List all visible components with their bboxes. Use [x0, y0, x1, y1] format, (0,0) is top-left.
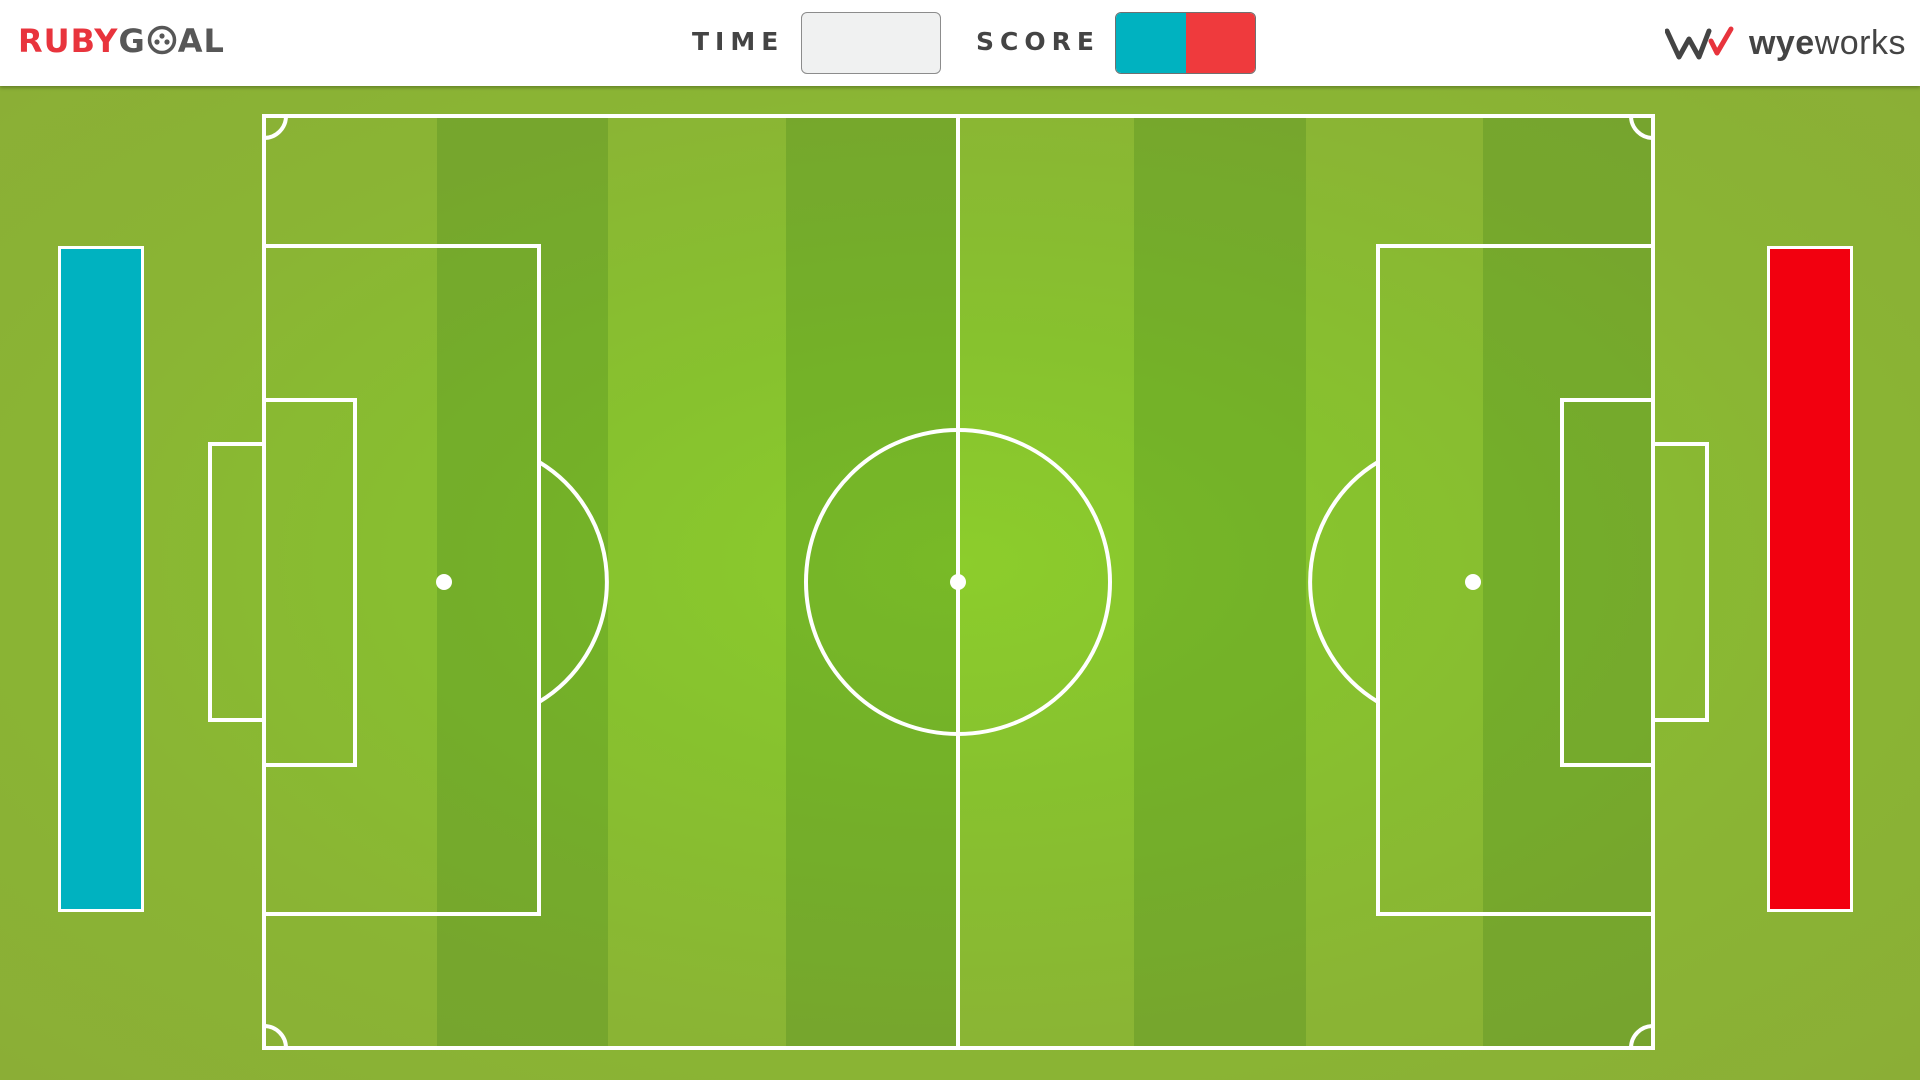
score-display: [1115, 12, 1256, 74]
corner-arc-top-right: [1629, 115, 1654, 140]
pitch-stripe: [786, 116, 958, 1048]
right-penalty-spot: [1465, 574, 1481, 590]
left-penalty-arc: [537, 460, 609, 704]
time-display: [801, 12, 941, 74]
wyeworks-text: wyeworks: [1749, 24, 1906, 63]
center-spot: [950, 574, 966, 590]
score-right-team: [1185, 13, 1255, 73]
wyeworks-text-bold: wye: [1748, 23, 1815, 62]
right-team-panel: [1767, 246, 1853, 912]
corner-arc-bottom-right: [1629, 1024, 1654, 1049]
right-goal-area: [1560, 398, 1655, 767]
left-team-panel: [58, 246, 144, 912]
left-goal-area: [262, 398, 357, 767]
logo-goal-text-al: AL: [177, 22, 225, 60]
pitch-stripe: [1483, 116, 1653, 1048]
soccer-ball-icon: [147, 25, 176, 55]
logo-ruby-text: RUBY: [18, 22, 119, 60]
right-goal: [1651, 442, 1709, 722]
score-label: SCORE: [976, 27, 1100, 56]
wyeworks-logo: wyeworks: [1664, 20, 1906, 66]
left-goal: [208, 442, 266, 722]
pitch-stripe: [437, 116, 608, 1048]
pitch-stripe: [1134, 116, 1306, 1048]
left-penalty-spot: [436, 574, 452, 590]
right-penalty-area: [1376, 244, 1655, 916]
score-left-team: [1116, 13, 1186, 73]
pitch-markings: [208, 114, 1709, 1050]
corner-arc-top-left: [263, 115, 288, 140]
center-circle: [804, 428, 1112, 736]
left-penalty-area: [262, 244, 541, 916]
time-label: TIME: [692, 27, 785, 56]
top-bar: RUBYG AL TIME SCORE wyeworks: [0, 0, 1920, 86]
wyeworks-w-icon: [1664, 26, 1734, 60]
corner-arc-bottom-left: [263, 1024, 288, 1049]
wyeworks-text-regular: works: [1814, 23, 1906, 62]
right-penalty-arc: [1308, 460, 1380, 704]
soccer-field: [0, 86, 1920, 1080]
rubygoal-logo: RUBYG AL: [18, 20, 225, 62]
logo-goal-text-g: G: [118, 22, 146, 60]
